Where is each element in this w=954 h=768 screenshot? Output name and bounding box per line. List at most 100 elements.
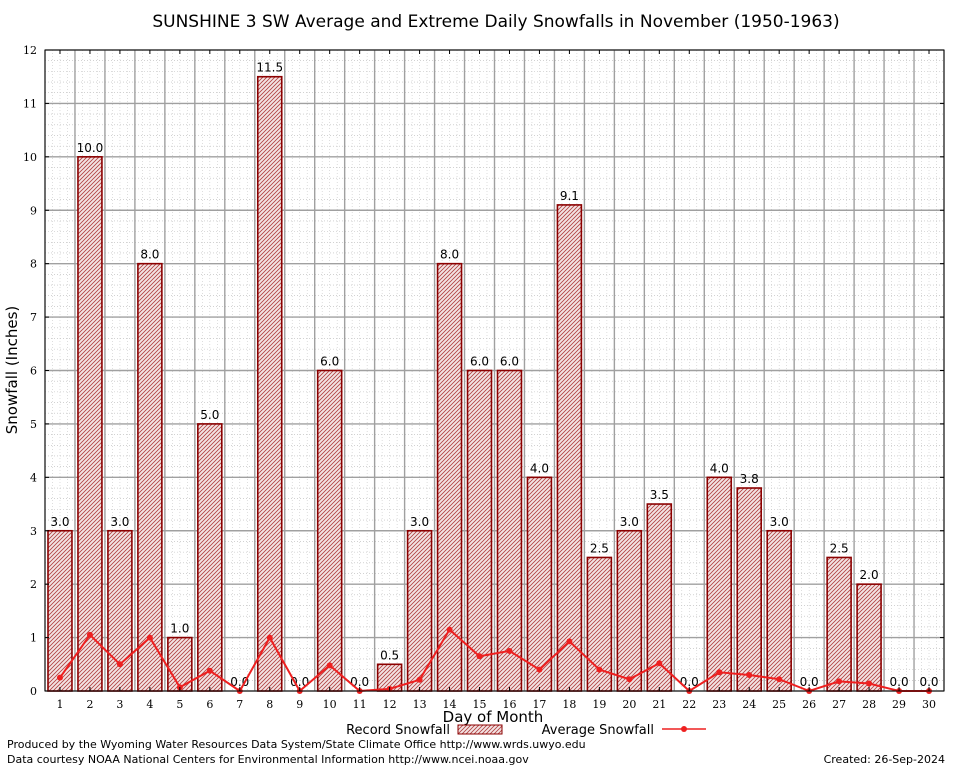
bar-value-label: 4.0 (530, 461, 549, 475)
y-tick-label: 10 (23, 151, 37, 164)
average-point-day-28 (866, 680, 873, 687)
x-tick-label: 10 (323, 698, 337, 711)
bar-value-label: 3.0 (770, 515, 789, 529)
average-point-day-6 (206, 667, 213, 674)
x-tick-label: 15 (473, 698, 487, 711)
y-tick-label: 0 (30, 685, 37, 698)
x-tick-label: 7 (236, 698, 243, 711)
y-tick-label: 4 (30, 471, 37, 484)
footer-data-courtesy: Data courtesy NOAA National Centers for … (7, 753, 529, 766)
average-point-day-2 (86, 631, 93, 638)
x-tick-label: 9 (296, 698, 303, 711)
record-bar-day-4 (137, 262, 163, 692)
x-tick-label: 5 (176, 698, 183, 711)
bar-value-label: 6.0 (500, 355, 519, 369)
y-tick-label: 5 (30, 418, 37, 431)
bar-value-label: 8.0 (440, 248, 459, 262)
footer-produced-by: Produced by the Wyoming Water Resources … (7, 738, 586, 751)
bar-value-label: 3.0 (110, 515, 129, 529)
bar-value-label: 6.0 (320, 355, 339, 369)
x-tick-label: 27 (832, 698, 846, 711)
record-bar-day-17 (526, 476, 553, 692)
bar-value-label: 1.0 (170, 622, 189, 636)
bar-value-label: 0.0 (230, 675, 249, 689)
x-tick-label: 2 (86, 698, 93, 711)
average-point-day-13 (416, 676, 423, 683)
record-bar-day-10 (316, 369, 343, 692)
y-tick-label: 2 (30, 578, 37, 591)
x-tick-label: 12 (383, 698, 397, 711)
legend-record-swatch (457, 724, 503, 735)
record-bar-day-20 (616, 529, 643, 692)
bar-value-label: 2.0 (860, 568, 879, 582)
chart-title: SUNSHINE 3 SW Average and Extreme Daily … (152, 12, 839, 32)
record-bar-day-27 (826, 556, 852, 692)
bar-value-label: 3.0 (410, 515, 429, 529)
x-tick-label: 28 (862, 698, 876, 711)
average-point-day-25 (776, 676, 783, 683)
x-tick-label: 22 (682, 698, 696, 711)
x-tick-label: 3 (116, 698, 123, 711)
bar-value-label: 9.1 (560, 189, 579, 203)
bar-value-label: 8.0 (140, 248, 159, 262)
legend-average-label: Average Snowfall (542, 723, 654, 738)
record-bar-day-2 (77, 156, 103, 692)
average-point-day-16 (506, 647, 513, 654)
legend-average-marker (681, 726, 687, 732)
average-line (56, 626, 933, 694)
record-bar-day-15 (466, 369, 493, 692)
bar-value-label: 0.0 (800, 675, 819, 689)
bar-value-label: 2.5 (590, 541, 609, 555)
bar-value-label: 10.0 (77, 141, 104, 155)
average-point-day-20 (626, 676, 633, 683)
y-tick-label: 11 (23, 97, 37, 110)
x-tick-label: 24 (742, 698, 756, 711)
legend: Record Snowfall Average Snowfall (346, 723, 706, 738)
x-tick-label: 14 (443, 698, 457, 711)
average-point-day-23 (716, 669, 723, 676)
x-tick-label: 6 (206, 698, 213, 711)
y-tick-label: 7 (30, 311, 37, 324)
bar-value-label: 0.0 (350, 675, 369, 689)
x-tick-label: 26 (802, 698, 816, 711)
bar-value-label: 3.0 (50, 515, 69, 529)
y-tick-label: 8 (30, 258, 37, 271)
bar-value-label: 2.5 (830, 541, 849, 555)
average-point-day-8 (266, 634, 273, 641)
average-point-day-3 (116, 661, 123, 668)
y-tick-label: 9 (30, 204, 37, 217)
bar-value-label: 0.0 (890, 675, 909, 689)
average-point-day-4 (146, 634, 153, 641)
average-point-day-27 (836, 678, 843, 685)
record-bar-day-23 (706, 476, 733, 692)
record-bars: 3.0 10.0 3.0 8.0 1.0 5.0 0.0 11.5 0.0 6.0 0.0 0.5 3.… (47, 61, 939, 692)
average-polyline (59, 628, 930, 693)
bar-value-label: 0.0 (919, 675, 938, 689)
average-point-day-10 (326, 662, 333, 669)
x-tick-label: 4 (146, 698, 153, 711)
x-tick-label: 8 (266, 698, 273, 711)
bar-value-label: 3.5 (650, 488, 669, 502)
x-tick-label: 11 (353, 698, 367, 711)
y-tick-label: 12 (23, 44, 37, 57)
average-point-day-21 (656, 660, 663, 667)
average-point-day-15 (476, 653, 483, 660)
average-point-day-19 (596, 666, 603, 673)
average-point-day-17 (536, 666, 543, 673)
record-bar-day-24 (736, 487, 763, 692)
average-point-day-24 (746, 671, 753, 678)
x-axis-label: Day of Month (443, 708, 544, 726)
average-point-day-14 (446, 626, 453, 633)
x-tick-label: 17 (532, 698, 546, 711)
bar-value-label: 3.8 (740, 472, 759, 486)
y-tick-label: 1 (30, 632, 37, 645)
bar-value-label: 5.0 (200, 408, 219, 422)
bar-value-label: 6.0 (470, 355, 489, 369)
record-bar-day-16 (496, 369, 523, 692)
record-bar-day-18 (556, 204, 583, 692)
y-tick-label: 3 (30, 525, 37, 538)
legend-record-label: Record Snowfall (346, 723, 450, 738)
record-bar-day-25 (766, 529, 792, 692)
